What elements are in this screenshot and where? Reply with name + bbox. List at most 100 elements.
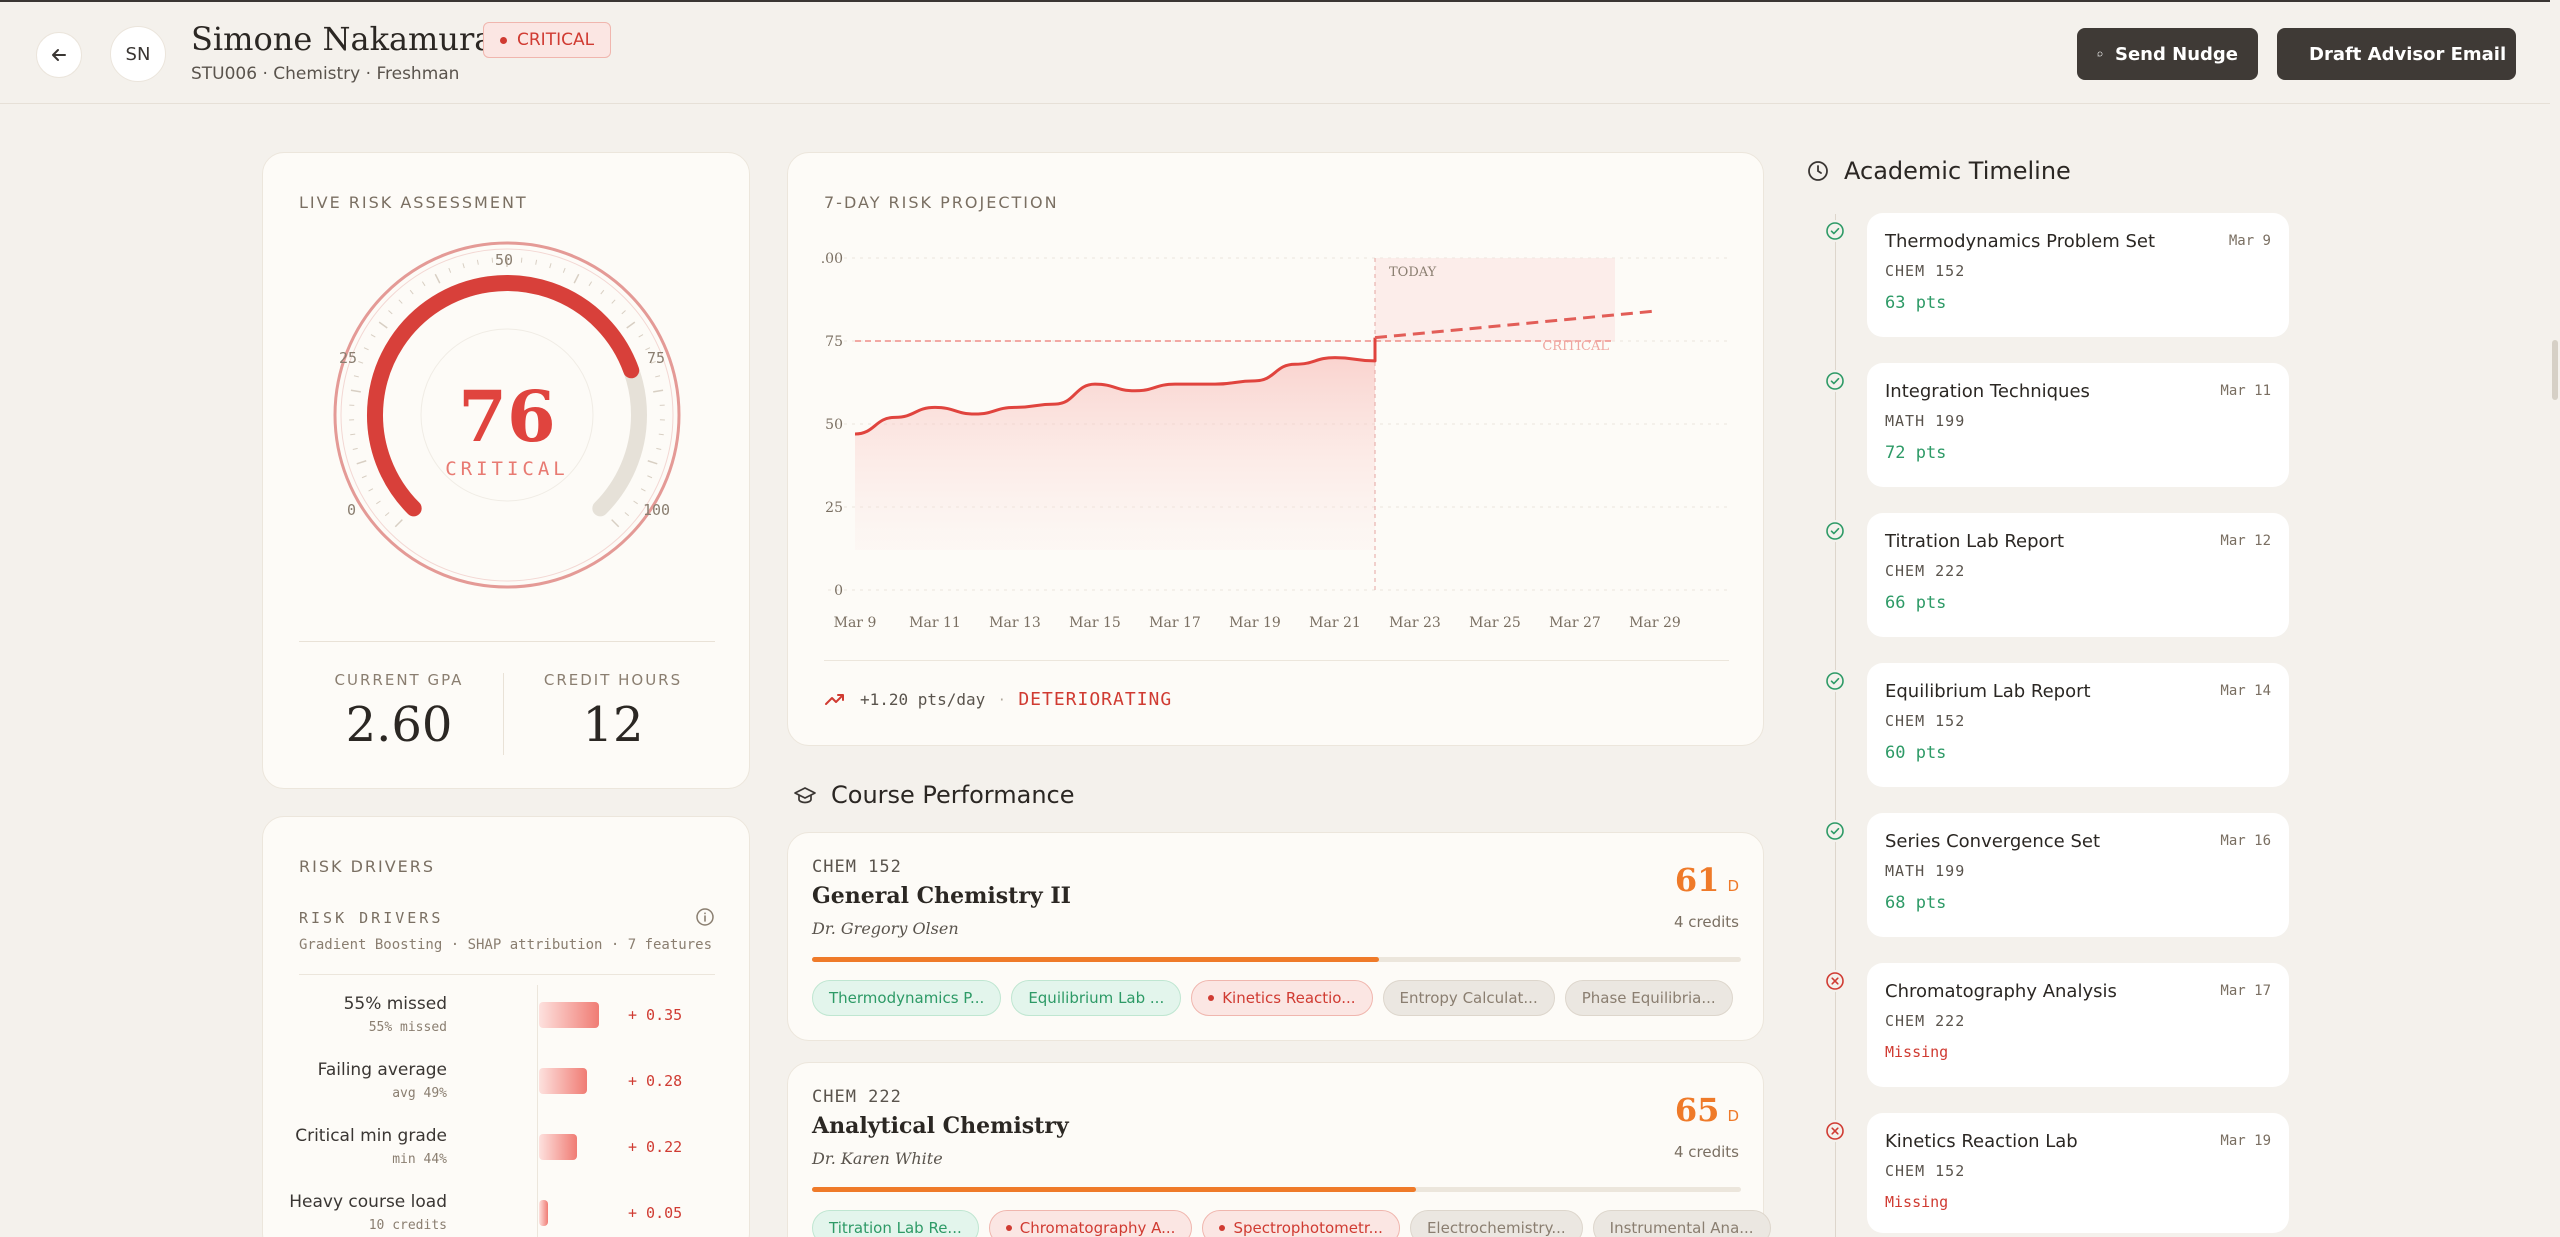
timeline-item-result: 68 pts [1885, 893, 1947, 913]
assignment-chip[interactable]: Thermodynamics P... [812, 980, 1002, 1016]
assignment-chip-label: Chromatography A... [1019, 1219, 1176, 1237]
gauge-tick [638, 334, 644, 338]
info-icon[interactable] [695, 907, 715, 927]
assignment-chip[interactable]: Phase Equilibria... [1564, 980, 1733, 1016]
x-tick-label: Mar 19 [1229, 615, 1281, 631]
x-tick-label: Mar 11 [909, 615, 961, 631]
course-credits: 4 credits [1673, 1143, 1739, 1161]
gauge-tick [647, 460, 658, 465]
student-name: Simone Nakamura [191, 20, 494, 58]
course-performance-title: Course Performance [831, 781, 1075, 809]
course-progress-fill [812, 957, 1379, 962]
x-circle-icon [1824, 1120, 1846, 1142]
gauge-tick [611, 519, 620, 528]
missing-dot-icon [1005, 1225, 1012, 1231]
timeline-item-title: Series Convergence Set [1885, 831, 2101, 852]
divider [824, 660, 1729, 661]
student-header: SN Simone Nakamura CRITICAL STU006 · Che… [0, 2, 2560, 104]
missing-dot-icon [1208, 995, 1215, 1001]
assignment-chip[interactable]: Equilibrium Lab ... [1011, 980, 1182, 1016]
risk-driver-detail: 55% missed [368, 1020, 447, 1035]
x-circle-icon [1824, 970, 1846, 992]
gauge-tick [409, 289, 414, 295]
risk-driver-value: + 0.35 [628, 1006, 683, 1024]
timeline-item[interactable]: Equilibrium Lab Report Mar 14 CHEM 152 60 p… [1867, 663, 2289, 787]
check-circle-icon [1824, 520, 1846, 542]
gauge-tick [600, 289, 605, 295]
gauge-tick [658, 433, 664, 436]
trend-status: DETERIORATING [1018, 688, 1173, 710]
timeline-item[interactable]: Kinetics Reaction Lab Mar 19 CHEM 152 Missi… [1867, 1113, 2289, 1233]
assignment-chip[interactable]: Electrochemistry... [1409, 1210, 1583, 1237]
timeline-item-title: Kinetics Reaction Lab [1885, 1131, 2078, 1152]
course-grade: D [1727, 877, 1739, 895]
assignment-chip[interactable]: Spectrophotometr... [1202, 1210, 1400, 1237]
academic-timeline-heading: Academic Timeline [1806, 157, 2071, 185]
timeline-item-title: Thermodynamics Problem Set [1885, 231, 2156, 252]
risk-driver-bar [539, 1068, 587, 1094]
scrollbar-track[interactable] [2550, 0, 2560, 1237]
course-grade: D [1727, 1107, 1739, 1125]
timeline-item-date: Mar 16 [2220, 833, 2271, 849]
timeline-item-result: Missing [1885, 1193, 1949, 1211]
risk-driver-value: + 0.05 [628, 1204, 683, 1222]
gauge-tick [388, 310, 393, 315]
gauge-tick [370, 334, 376, 338]
x-tick-label: Mar 29 [1629, 615, 1681, 631]
y-tick-label: .00 [821, 251, 843, 267]
risk-driver-row: 55% missed 55% missed + 0.35 [299, 994, 715, 1054]
y-tick-label: 0 [834, 583, 843, 599]
course-card[interactable]: CHEM 152 General Chemistry II Dr. Gregory … [787, 832, 1764, 1041]
separator: · [999, 689, 1005, 709]
assignment-chip[interactable]: Kinetics Reactio... [1191, 980, 1373, 1016]
gauge-tick [356, 460, 367, 465]
assignment-chip-label: Entropy Calculat... [1399, 989, 1538, 1007]
gauge-tick [624, 512, 630, 517]
timeline-item-title: Titration Lab Report [1885, 531, 2065, 552]
course-score: 61 D [1675, 861, 1739, 899]
send-nudge-button[interactable]: Send Nudge [2077, 28, 2258, 80]
assignment-chip-label: Kinetics Reactio... [1222, 989, 1356, 1007]
assignment-chip-label: Equilibrium Lab ... [1028, 989, 1165, 1007]
gauge-tick [363, 347, 369, 351]
timeline-item-date: Mar 12 [2220, 533, 2271, 549]
gauge-tick [361, 475, 367, 479]
timeline-item[interactable]: Integration Techniques Mar 11 MATH 199 72 p… [1867, 363, 2289, 487]
draft-email-label: Draft Advisor Email [2309, 43, 2507, 65]
timeline-item[interactable]: Chromatography Analysis Mar 17 CHEM 222 Mis… [1867, 963, 2289, 1087]
scrollbar-thumb[interactable] [2552, 340, 2558, 400]
x-tick-label: Mar 15 [1069, 615, 1121, 631]
assignment-chip[interactable]: Titration Lab Re... [812, 1210, 979, 1237]
timeline-item[interactable]: Titration Lab Report Mar 12 CHEM 222 66 pts [1867, 513, 2289, 637]
gauge-tick [434, 273, 441, 284]
timeline-item[interactable]: Series Convergence Set Mar 16 MATH 199 68 p… [1867, 813, 2289, 937]
back-button[interactable] [36, 32, 82, 78]
course-progress-track [812, 1187, 1741, 1192]
timeline-item[interactable]: Thermodynamics Problem Set Mar 9 CHEM 152 6… [1867, 213, 2289, 337]
gauge-tick [421, 281, 426, 287]
missing-dot-icon [1219, 1225, 1226, 1231]
risk-drivers-title: RISK DRIVERS [299, 857, 436, 876]
course-performance-heading: Course Performance [793, 781, 1075, 809]
risk-driver-row: Critical min grade min 44% + 0.22 [295, 1126, 715, 1186]
gauge-scale-0: 0 [347, 501, 356, 519]
draft-email-button[interactable]: Draft Advisor Email [2277, 28, 2516, 80]
risk-driver-row: Failing average avg 49% + 0.28 [299, 1060, 715, 1120]
assignment-chip[interactable]: Chromatography A... [988, 1210, 1193, 1237]
course-card[interactable]: CHEM 222 Analytical Chemistry Dr. Karen Wh… [787, 1062, 1771, 1237]
risk-drivers-caption: Gradient Boosting · SHAP attribution · 7… [299, 937, 713, 953]
timeline-item-date: Mar 9 [2228, 233, 2271, 249]
assignment-chip[interactable]: Instrumental Ana... [1592, 1210, 1771, 1237]
risk-projected-line [1374, 309, 1656, 340]
risk-driver-name: Failing average [317, 1060, 447, 1080]
assignment-chip[interactable]: Entropy Calculat... [1382, 980, 1555, 1016]
timeline-item-date: Mar 14 [2220, 683, 2271, 699]
gauge-tick [398, 299, 403, 304]
gauge-tick [626, 321, 636, 329]
check-circle-icon [1824, 670, 1846, 692]
timeline-item-title: Equilibrium Lab Report [1885, 681, 2091, 702]
risk-gauge: 0 25 50 75 100 [333, 241, 681, 589]
course-name: Analytical Chemistry [812, 1113, 1069, 1139]
course-instructor: Dr. Gregory Olsen [812, 919, 959, 938]
gauge-tick [656, 447, 662, 450]
